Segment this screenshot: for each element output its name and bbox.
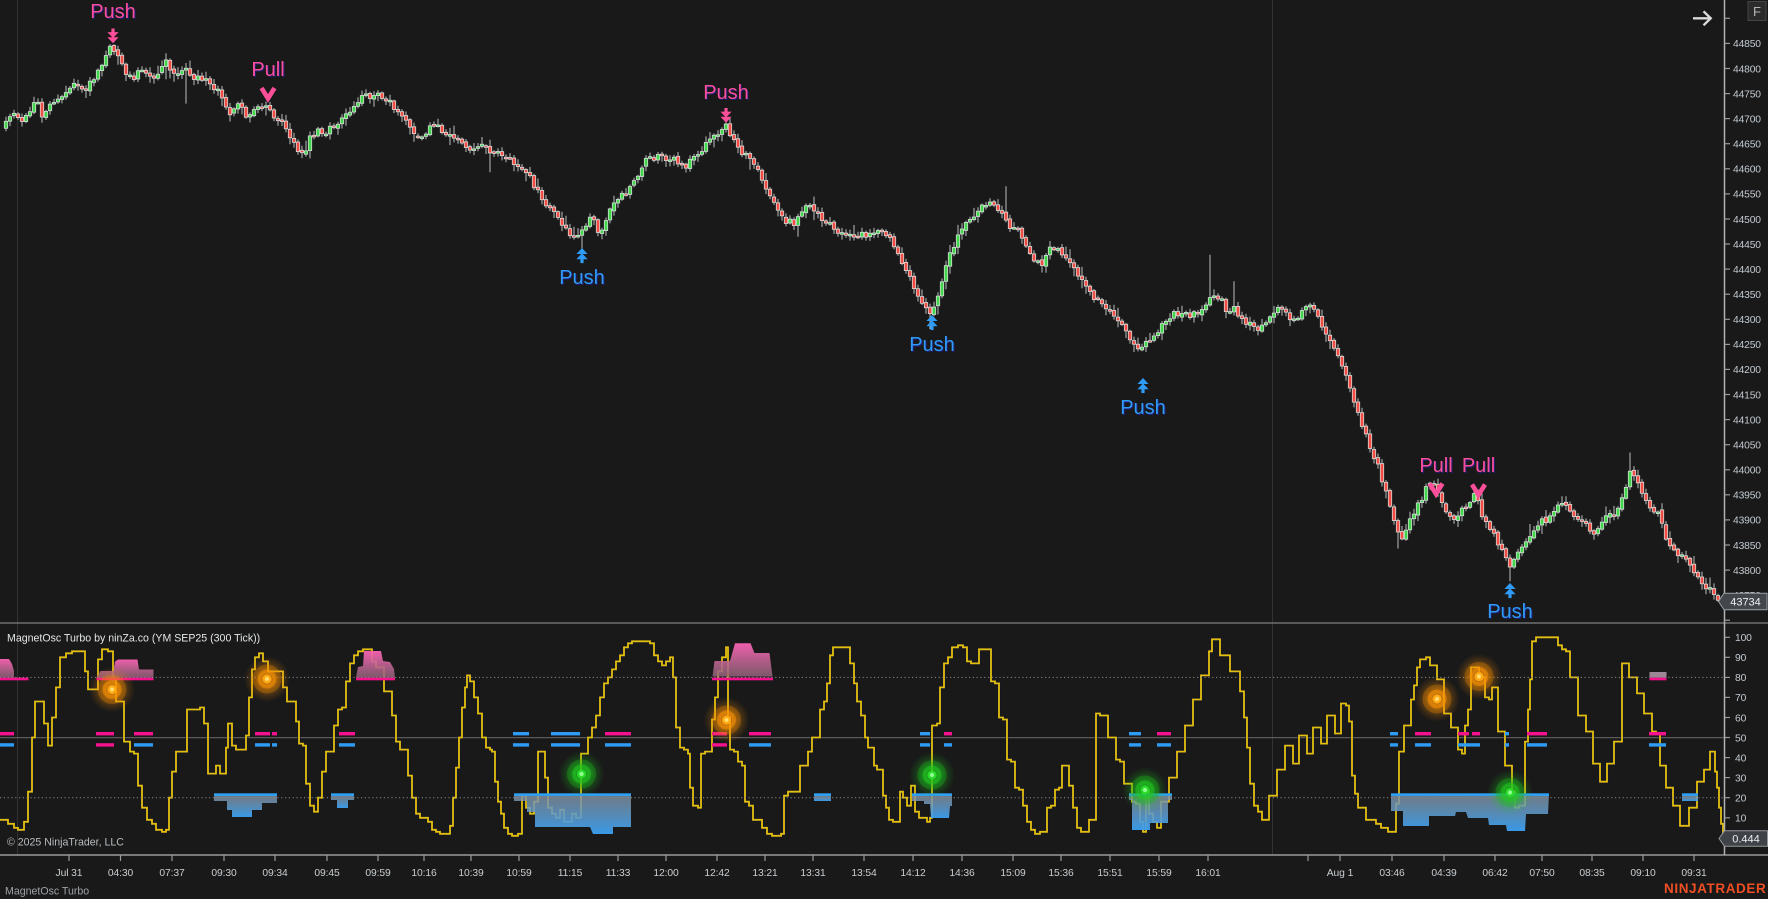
svg-text:11:15: 11:15 (558, 868, 583, 879)
svg-text:Pull: Pull (251, 59, 284, 81)
svg-text:Push: Push (1121, 398, 1167, 420)
svg-text:12:42: 12:42 (704, 868, 730, 879)
svg-text:44200: 44200 (1733, 365, 1761, 376)
svg-text:14:12: 14:12 (900, 868, 926, 879)
svg-text:08:35: 08:35 (1579, 868, 1605, 879)
svg-text:44300: 44300 (1733, 315, 1761, 326)
svg-text:MagnetOsc Turbo by ninZa.co (Y: MagnetOsc Turbo by ninZa.co (YM SEP25 (3… (7, 633, 260, 645)
svg-text:44700: 44700 (1733, 114, 1761, 125)
svg-text:Push: Push (1488, 602, 1534, 624)
svg-text:44250: 44250 (1733, 340, 1761, 351)
svg-text:44650: 44650 (1733, 140, 1761, 151)
svg-text:10:59: 10:59 (506, 868, 532, 879)
svg-text:44850: 44850 (1733, 39, 1761, 50)
svg-text:43850: 43850 (1733, 541, 1761, 552)
svg-text:Push: Push (910, 335, 956, 357)
svg-text:15:59: 15:59 (1146, 868, 1172, 879)
svg-text:Push: Push (559, 267, 605, 289)
svg-text:Push: Push (1120, 397, 1166, 419)
svg-text:Pull: Pull (1420, 456, 1453, 478)
svg-text:Push: Push (560, 268, 606, 290)
svg-text:90: 90 (1735, 653, 1747, 664)
svg-text:43800: 43800 (1733, 566, 1761, 577)
svg-text:NINJATRADER: NINJATRADER (1664, 881, 1766, 896)
svg-text:07:50: 07:50 (1529, 868, 1555, 879)
svg-text:06:42: 06:42 (1482, 868, 1508, 879)
svg-text:80: 80 (1735, 673, 1747, 684)
svg-text:Push: Push (1487, 601, 1533, 623)
svg-text:16:01: 16:01 (1195, 868, 1221, 879)
svg-text:100: 100 (1735, 633, 1752, 644)
svg-text:44450: 44450 (1733, 240, 1761, 251)
svg-text:04:30: 04:30 (108, 868, 134, 879)
svg-text:Push: Push (90, 1, 136, 23)
svg-text:Pull: Pull (252, 60, 285, 82)
svg-text:09:59: 09:59 (365, 868, 391, 879)
svg-text:44750: 44750 (1733, 89, 1761, 100)
svg-text:09:31: 09:31 (1681, 868, 1707, 879)
svg-text:Pull: Pull (1463, 456, 1496, 478)
svg-text:Push: Push (909, 334, 955, 356)
svg-text:15:36: 15:36 (1048, 868, 1074, 879)
svg-text:44100: 44100 (1733, 415, 1761, 426)
svg-text:44600: 44600 (1733, 165, 1761, 176)
svg-text:44550: 44550 (1733, 190, 1761, 201)
svg-text:44400: 44400 (1733, 265, 1761, 276)
svg-text:44150: 44150 (1733, 390, 1761, 401)
svg-text:04:39: 04:39 (1431, 868, 1457, 879)
svg-text:09:34: 09:34 (262, 868, 288, 879)
svg-text:13:54: 13:54 (851, 868, 877, 879)
svg-text:F: F (1753, 4, 1761, 19)
svg-text:43734: 43734 (1730, 597, 1761, 609)
svg-text:44350: 44350 (1733, 290, 1761, 301)
svg-text:44500: 44500 (1733, 215, 1761, 226)
svg-text:Aug 1: Aug 1 (1327, 868, 1354, 879)
svg-text:43950: 43950 (1733, 491, 1761, 502)
svg-text:44000: 44000 (1733, 466, 1761, 477)
svg-text:43900: 43900 (1733, 516, 1761, 527)
svg-text:12:00: 12:00 (653, 868, 679, 879)
svg-text:0.444: 0.444 (1732, 834, 1760, 846)
svg-text:44800: 44800 (1733, 64, 1761, 75)
svg-text:Pull: Pull (1462, 455, 1495, 477)
svg-text:Pull: Pull (1419, 455, 1452, 477)
svg-text:© 2025 NinjaTrader, LLC: © 2025 NinjaTrader, LLC (7, 837, 124, 849)
svg-text:07:37: 07:37 (159, 868, 185, 879)
svg-text:44050: 44050 (1733, 441, 1761, 452)
svg-text:11:33: 11:33 (606, 868, 631, 879)
svg-text:13:31: 13:31 (800, 868, 826, 879)
svg-text:MagnetOsc Turbo: MagnetOsc Turbo (5, 886, 89, 898)
svg-text:30: 30 (1735, 773, 1747, 784)
svg-text:10: 10 (1735, 814, 1747, 825)
svg-text:14:36: 14:36 (949, 868, 975, 879)
svg-text:20: 20 (1735, 794, 1747, 805)
svg-text:10:39: 10:39 (458, 868, 484, 879)
svg-text:40: 40 (1735, 753, 1747, 764)
svg-text:70: 70 (1735, 693, 1747, 704)
svg-text:15:51: 15:51 (1097, 868, 1123, 879)
svg-text:03:46: 03:46 (1379, 868, 1405, 879)
svg-text:15:09: 15:09 (1000, 868, 1026, 879)
svg-text:Jul 31: Jul 31 (56, 868, 83, 879)
svg-text:Push: Push (704, 83, 750, 105)
svg-text:13:21: 13:21 (752, 868, 778, 879)
svg-text:09:10: 09:10 (1630, 868, 1656, 879)
svg-text:Push: Push (91, 2, 137, 24)
svg-text:09:30: 09:30 (211, 868, 237, 879)
svg-text:Push: Push (703, 82, 749, 104)
svg-text:10:16: 10:16 (411, 868, 437, 879)
svg-text:60: 60 (1735, 713, 1747, 724)
svg-text:50: 50 (1735, 733, 1747, 744)
svg-text:09:45: 09:45 (314, 868, 340, 879)
